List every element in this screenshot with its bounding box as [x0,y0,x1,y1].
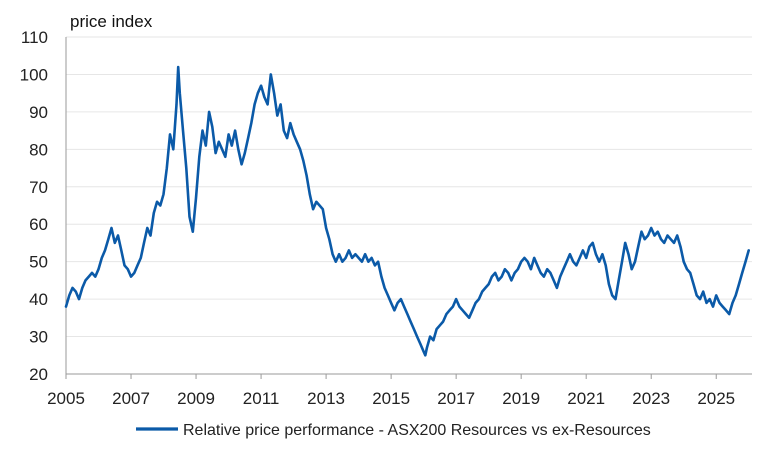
series-lines [64,65,750,357]
y-tick-label-50: 50 [29,253,48,272]
x-tick-label-2017: 2017 [437,389,475,408]
series-line-0 [64,65,750,357]
y-tick-label-110: 110 [21,28,48,47]
x-tick-label-2007: 2007 [112,389,150,408]
y-axis-unit-label: price index [70,12,153,31]
legend-label: Relative price performance - ASX200 Reso… [183,422,651,439]
axes [65,37,752,379]
x-tick-label-2015: 2015 [372,389,410,408]
x-tick-label-2021: 2021 [567,389,605,408]
gridlines [66,36,752,338]
y-tick-label-30: 30 [29,328,48,347]
x-tick-label-2023: 2023 [632,389,670,408]
x-tick-label-2011: 2011 [243,389,280,408]
x-tick-label-2019: 2019 [502,389,540,408]
y-tick-label-100: 100 [20,65,48,84]
x-tick-label-2009: 2009 [177,389,215,408]
tick-labels: 20 30 40 50 60 70 80 90 100 110 2005 2007 2009 2011 20… [20,28,736,408]
y-tick-label-80: 80 [29,140,48,159]
x-tick-label-2005: 2005 [47,389,85,408]
y-tick-label-90: 90 [29,103,48,122]
y-tick-label-70: 70 [29,178,48,197]
y-tick-label-20: 20 [29,365,48,384]
x-tick-label-2025: 2025 [697,389,735,408]
legend: Relative price performance - ASX200 Reso… [136,422,651,439]
y-tick-label-40: 40 [29,290,48,309]
y-tick-label-60: 60 [29,215,48,234]
x-tick-label-2013: 2013 [307,389,345,408]
